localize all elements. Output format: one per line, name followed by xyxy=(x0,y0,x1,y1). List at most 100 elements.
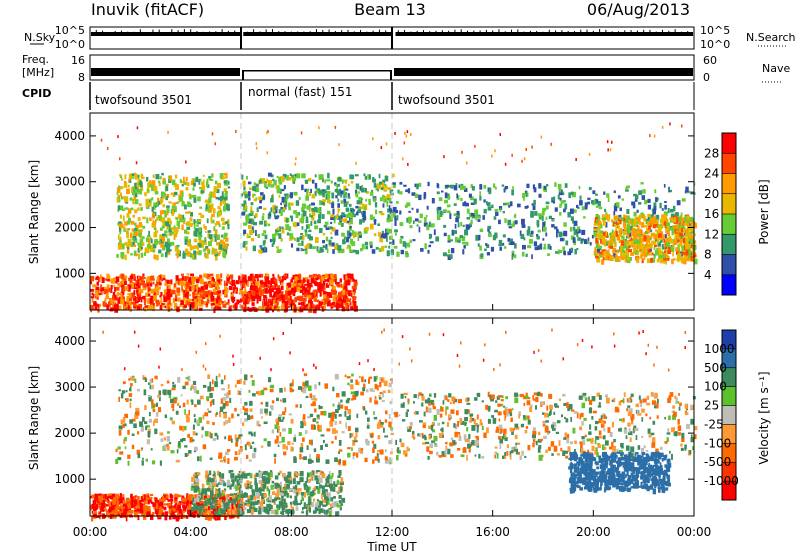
heatmap-cell xyxy=(650,222,653,227)
heatmap-cell xyxy=(471,185,475,191)
heatmap-cell xyxy=(192,294,195,298)
heatmap-cell xyxy=(259,250,263,254)
heatmap-cell xyxy=(207,230,212,233)
heatmap-cell xyxy=(187,251,191,256)
heatmap-cell xyxy=(389,241,393,245)
heatmap-cell xyxy=(626,258,631,264)
heatmap-cell xyxy=(102,286,107,289)
heatmap-cell xyxy=(308,507,312,513)
heatmap-cell xyxy=(443,209,448,213)
heatmap-cell xyxy=(455,217,459,223)
heatmap-cell xyxy=(142,515,147,520)
heatmap-cell xyxy=(199,298,203,304)
heatmap-cell xyxy=(340,222,344,227)
heatmap-cell xyxy=(145,292,148,298)
heatmap-cell xyxy=(479,245,482,251)
heatmap-cell xyxy=(255,230,257,237)
heatmap-cell xyxy=(223,173,227,176)
heatmap-cell xyxy=(679,243,683,247)
heatmap-cell xyxy=(285,509,288,514)
heatmap-cell xyxy=(331,242,335,247)
heatmap-cell xyxy=(259,220,264,225)
heatmap-cell xyxy=(160,291,163,297)
heatmap-cell xyxy=(444,199,449,204)
heatmap-cell xyxy=(453,230,458,234)
ytick-label: 2000 xyxy=(54,221,85,235)
heatmap-cell xyxy=(215,488,217,491)
heatmap-cell xyxy=(211,247,215,252)
heatmap-cell xyxy=(628,232,632,239)
heatmap-cell xyxy=(143,287,147,291)
heatmap-cell xyxy=(134,182,137,189)
heatmap-cell xyxy=(614,202,617,207)
heatmap-cell xyxy=(458,184,461,189)
heatmap-cell xyxy=(586,240,590,245)
heatmap-cell xyxy=(186,231,190,235)
heatmap-cell xyxy=(318,508,321,515)
heatmap-cell xyxy=(382,179,386,184)
heatmap-cell xyxy=(611,232,616,237)
heatmap-cell xyxy=(190,500,193,505)
heatmap-cell xyxy=(270,198,274,203)
heatmap-cell xyxy=(218,223,221,228)
heatmap-cell xyxy=(222,199,226,205)
heatmap-cell xyxy=(262,195,266,200)
heatmap-cell xyxy=(614,241,617,248)
heatmap-cell xyxy=(161,225,165,229)
heatmap-cell xyxy=(203,273,208,278)
heatmap-cell xyxy=(581,238,584,241)
heatmap-cell xyxy=(168,229,172,233)
heatmap-cell xyxy=(191,298,194,302)
heatmap-cell xyxy=(224,286,228,292)
heatmap-cell xyxy=(292,506,295,510)
heatmap-cell xyxy=(137,174,140,181)
heatmap-cell xyxy=(267,280,271,285)
heatmap-cell xyxy=(629,225,633,232)
heatmap-cell xyxy=(128,509,130,514)
heatmap-cell xyxy=(388,205,391,212)
heatmap-cell xyxy=(180,273,185,276)
heatmap-cell xyxy=(176,306,179,312)
heatmap-cell xyxy=(174,493,177,499)
heatmap-cell xyxy=(301,507,304,511)
heatmap-cell xyxy=(241,503,243,507)
heatmap-cell xyxy=(217,291,221,294)
heatmap-cell xyxy=(195,292,199,298)
heatmap-cell xyxy=(536,235,540,240)
heatmap-cell xyxy=(350,291,355,295)
heatmap-cell xyxy=(204,247,209,251)
heatmap-cell xyxy=(155,254,159,261)
heatmap-cell xyxy=(537,213,542,217)
heatmap-cell xyxy=(116,197,120,203)
heatmap-cell xyxy=(169,175,173,182)
heatmap-cell xyxy=(332,296,336,302)
heatmap-cell xyxy=(181,191,184,197)
heatmap-cell xyxy=(470,184,473,189)
heatmap-cell xyxy=(195,278,200,284)
heatmap-cell xyxy=(259,291,263,296)
heatmap-cell xyxy=(466,208,470,214)
heatmap-cell xyxy=(646,227,650,234)
heatmap-cell xyxy=(224,191,228,194)
heatmap-cell xyxy=(337,504,341,508)
heatmap-cell xyxy=(511,223,515,227)
heatmap-cell xyxy=(653,202,657,208)
heatmap-cell xyxy=(107,301,111,308)
heatmap-cell xyxy=(206,299,210,304)
heatmap-cell xyxy=(191,306,195,309)
heatmap-cell xyxy=(300,248,303,252)
heatmap-cell xyxy=(690,238,695,244)
heatmap-cell xyxy=(691,230,694,233)
heatmap-cell xyxy=(342,295,345,301)
heatmap-cell xyxy=(263,294,267,299)
heatmap-cell xyxy=(596,228,599,234)
heatmap-cell xyxy=(144,305,148,308)
heatmap-cell xyxy=(390,208,393,213)
heatmap-cell xyxy=(202,243,205,246)
heatmap-cell xyxy=(249,506,253,510)
heatmap-cell xyxy=(191,483,195,486)
heatmap-cell xyxy=(325,500,328,507)
heatmap-cell xyxy=(189,222,193,226)
heatmap-cell xyxy=(164,283,169,286)
heatmap-cell xyxy=(543,188,548,193)
